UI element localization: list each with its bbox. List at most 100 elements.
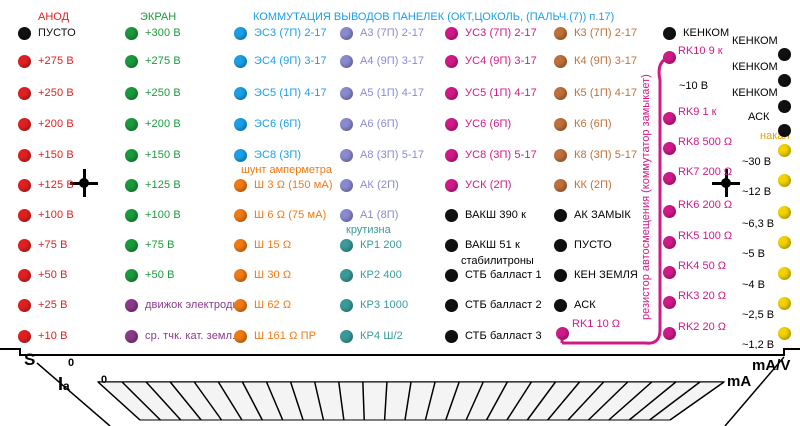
ekran-socket-0-label: +300 В [145,27,181,39]
right-label-1: КЕНКОМ [732,61,778,73]
ekran-socket-3-socket-icon [125,117,138,131]
us-socket-0[interactable]: УС3 (7П) 2-17 [445,25,537,41]
scale-tick [445,381,460,421]
shunt-socket-5[interactable]: Ш 161 Ω ПР [234,328,316,344]
nakal-socket-1-icon[interactable] [778,174,791,187]
right-black-socket-1-icon[interactable] [778,74,791,87]
ekran-socket-6[interactable]: +100 В [125,207,181,223]
es-socket-2[interactable]: ЭС5 (1П) 4-17 [234,85,327,101]
rk-socket-6-icon[interactable] [663,172,676,185]
ekran-extra-0[interactable]: движок электроды [125,297,241,313]
a-socket-4[interactable]: А8 (3П) 5-17 [340,147,424,163]
shunt-socket-2[interactable]: Ш 15 Ω [234,237,291,253]
vaksh-socket-1[interactable]: ВАКШ 51 к [445,237,520,253]
ekran-socket-8[interactable]: +50 В [125,267,175,283]
nakal-socket-2-icon[interactable] [778,206,791,219]
k-socket-5[interactable]: КК (2П) [554,177,612,193]
a-socket-2[interactable]: А5 (1П) 4-17 [340,85,424,101]
shunt-socket-1[interactable]: Ш 6 Ω (75 мА) [234,207,326,223]
shunt-socket-3-label: Ш 30 Ω [254,269,292,281]
stb-socket-2[interactable]: СТБ балласт 3 [445,328,542,344]
anod-socket-5-socket-icon [18,178,31,192]
shunt-socket-0[interactable]: Ш 3 Ω (150 мА) [234,177,333,193]
right-black-socket-0-icon[interactable] [778,48,791,61]
rk-socket-8-icon[interactable] [663,112,676,125]
kr-socket-3[interactable]: КР4 Ш/2 [340,328,403,344]
kr-socket-2[interactable]: КР3 1000 [340,297,408,313]
scale-tick [608,381,653,421]
stb-socket-0[interactable]: СТБ балласт 1 [445,267,542,283]
es-socket-3[interactable]: ЭС6 (6П) [234,116,301,132]
ekran-extra-1[interactable]: ср. тчк. кат. земл. [125,328,235,344]
anod-socket-4-socket-icon [18,148,31,162]
nakal-socket-3-icon[interactable] [778,236,791,249]
nakal-socket-4-icon[interactable] [778,267,791,280]
us-socket-4[interactable]: УС8 (3П) 5-17 [445,147,537,163]
k-black-socket-2[interactable]: КЕН ЗЕМЛЯ [554,267,638,283]
stb-socket-1[interactable]: СТБ балласт 2 [445,297,542,313]
anod-socket-7[interactable]: +75 В [18,237,68,253]
a-socket-3[interactable]: А6 (6П) [340,116,399,132]
nakal-socket-6-icon[interactable] [778,327,791,340]
k-black-socket-0[interactable]: АК ЗАМЫК [554,207,631,223]
ekran-socket-3[interactable]: +200 В [125,116,181,132]
k-socket-1[interactable]: К4 (9П) 3-17 [554,53,637,69]
a-socket-5[interactable]: АК (2П) [340,177,399,193]
ekran-socket-0[interactable]: +300 В [125,25,181,41]
a-socket-3-label: А6 (6П) [360,118,399,130]
kr-socket-0[interactable]: КР1 200 [340,237,402,253]
anod-socket-0[interactable]: ПУСТО [18,25,76,41]
ekran-socket-2[interactable]: +250 В [125,85,181,101]
kr-socket-0-socket-icon [340,238,353,252]
a-socket-1[interactable]: А4 (9П) 3-17 [340,53,424,69]
anod-socket-2[interactable]: +250 В [18,85,74,101]
k-socket-5-label: КК (2П) [574,179,612,191]
anod-socket-4[interactable]: +150 В [18,147,74,163]
kenkom-top[interactable]: КЕНКОМ [663,25,729,41]
rk-socket-4-icon[interactable] [663,236,676,249]
k-black-socket-1[interactable]: ПУСТО [554,237,612,253]
rk-socket-3-icon[interactable] [663,266,676,279]
k-socket-0[interactable]: К3 (7П) 2-17 [554,25,637,41]
us-socket-1[interactable]: УС4 (9П) 3-17 [445,53,537,69]
k-black-socket-3[interactable]: АСК [554,297,596,313]
us-socket-5-socket-icon [445,178,458,192]
nakal-socket-5-icon[interactable] [778,297,791,310]
right-black-socket-3-icon[interactable] [778,124,791,137]
shunt-socket-4[interactable]: Ш 62 Ω [234,297,291,313]
k-socket-4[interactable]: К8 (3П) 5-17 [554,147,637,163]
stb-socket-1-socket-icon [445,298,458,312]
rk-socket-2-icon[interactable] [663,296,676,309]
anod-socket-8[interactable]: +50 В [18,267,68,283]
es-socket-4[interactable]: ЭС8 (3П) [234,147,301,163]
anod-socket-3[interactable]: +200 В [18,116,74,132]
us-socket-3[interactable]: УС6 (6П) [445,116,511,132]
shunt-socket-3[interactable]: Ш 30 Ω [234,267,291,283]
k-socket-2[interactable]: К5 (1П) 4-17 [554,85,637,101]
ekran-socket-4[interactable]: +150 В [125,147,181,163]
anod-socket-5[interactable]: +125 В [18,177,74,193]
ekran-socket-1[interactable]: +275 В [125,53,181,69]
right-black-socket-2-icon[interactable] [778,100,791,113]
ekran-socket-5[interactable]: +125 В [125,177,181,193]
es-socket-0[interactable]: ЭС3 (7П) 2-17 [234,25,327,41]
rk-socket-7-icon[interactable] [663,142,676,155]
anod-socket-10[interactable]: +10 В [18,328,68,344]
ekran-socket-7[interactable]: +75 В [125,237,175,253]
a-socket-6[interactable]: А1 (8П) [340,207,399,223]
anod-socket-9[interactable]: +25 В [18,297,68,313]
a-socket-0[interactable]: А3 (7П) 2-17 [340,25,424,41]
vaksh-socket-0[interactable]: ВАКШ 390 к [445,207,526,223]
k-socket-3[interactable]: К6 (6П) [554,116,612,132]
rk-socket-1-icon[interactable] [663,327,676,340]
kr-socket-1[interactable]: КР2 400 [340,267,402,283]
anod-socket-6[interactable]: +100 В [18,207,74,223]
us-socket-5[interactable]: УСК (2П) [445,177,512,193]
us-socket-2[interactable]: УС5 (1П) 4-17 [445,85,537,101]
rk-socket-5-icon[interactable] [663,205,676,218]
rk-socket-9-icon[interactable] [663,51,676,64]
anod-socket-1[interactable]: +275 В [18,53,74,69]
nakal-socket-0-icon[interactable] [778,144,791,157]
rk-socket-1-icon[interactable] [556,327,569,340]
es-socket-1[interactable]: ЭС4 (9П) 3-17 [234,53,327,69]
